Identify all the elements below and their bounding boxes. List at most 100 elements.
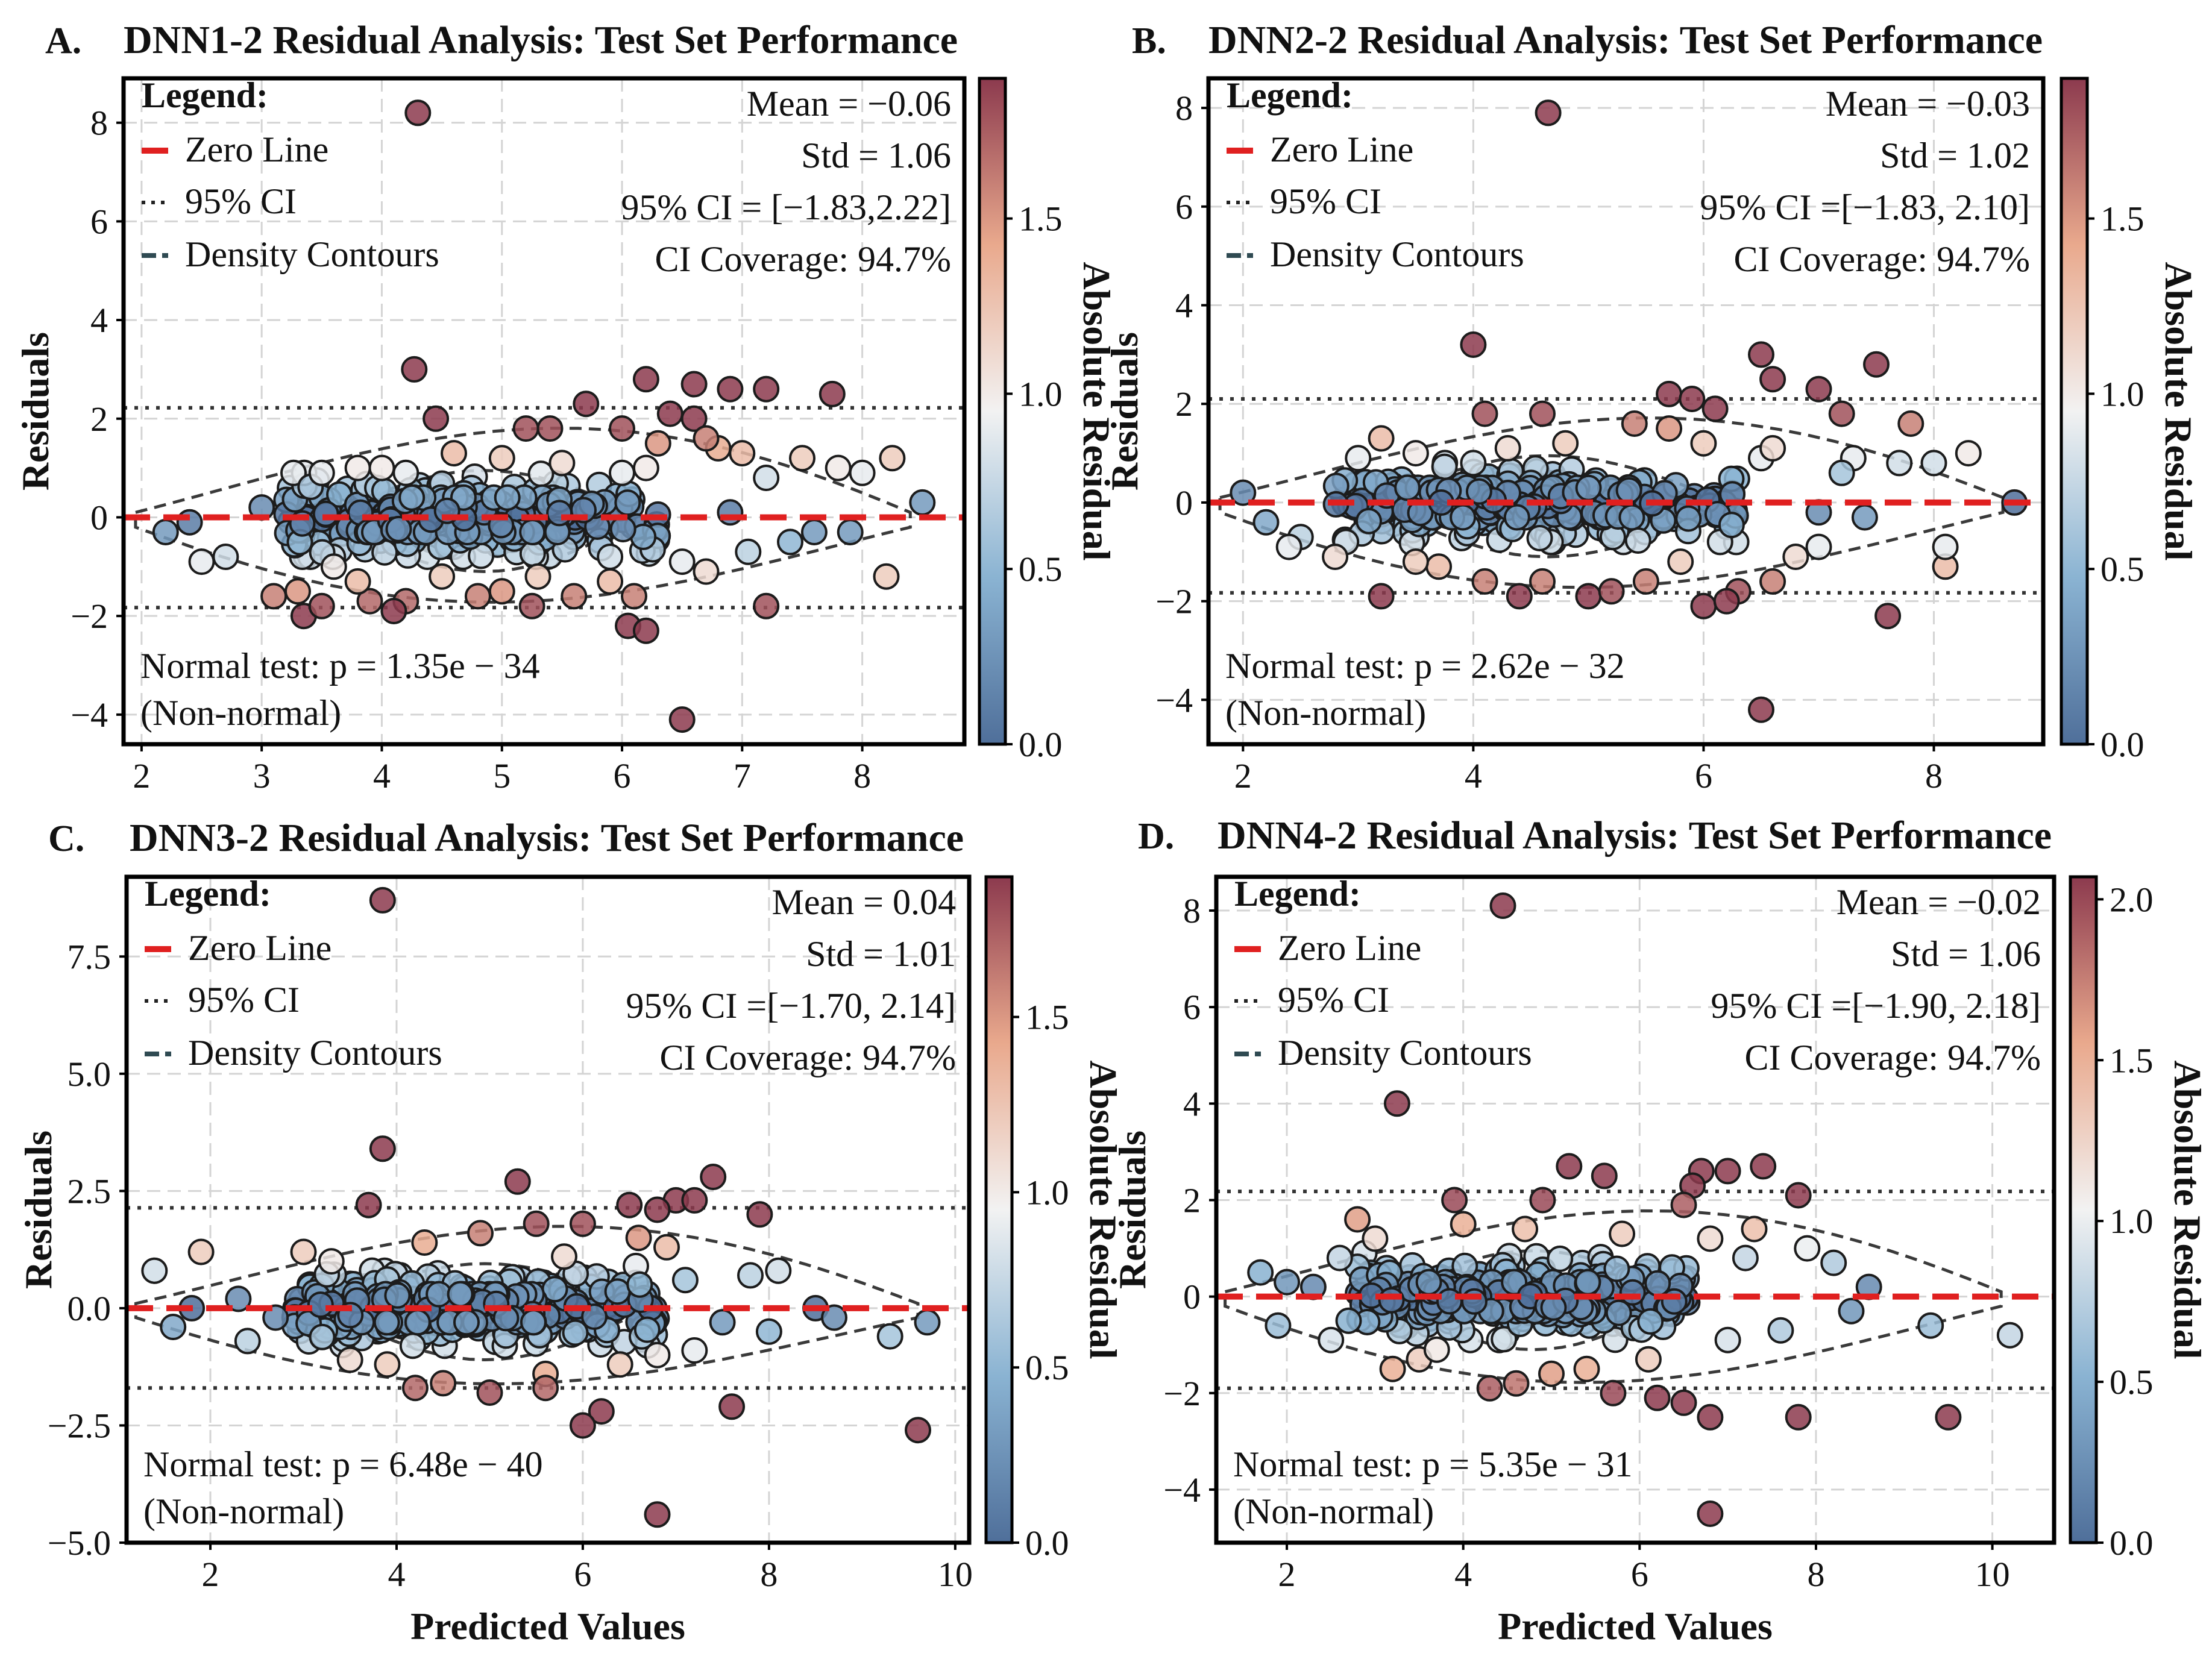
data-point: [488, 445, 515, 472]
data-point: [1230, 479, 1257, 506]
data-point: [546, 500, 573, 527]
y-tick-label: 0: [90, 498, 108, 537]
data-point: [225, 1285, 252, 1312]
data-point: [609, 516, 636, 543]
data-point: [1714, 1158, 1741, 1185]
colorbar: 0.0 0.5 1.0 1.5 Absolute Residual: [978, 77, 1118, 764]
data-point: [879, 445, 906, 472]
colorbar: 0.0 0.5 1.0 1.5 Absolute Residual: [2060, 77, 2200, 764]
data-point: [1415, 1268, 1442, 1296]
normal-test-result: (Non-normal): [1233, 1491, 1434, 1531]
y-tick-label: −4: [1155, 680, 1193, 720]
data-point: [536, 415, 564, 442]
colorbar-label: Absolute Residual: [2166, 1060, 2209, 1359]
data-point: [1697, 1403, 1724, 1431]
data-point: [633, 1316, 661, 1343]
data-point: [344, 568, 371, 595]
data-point: [849, 459, 876, 486]
data-point: [1503, 1370, 1530, 1397]
y-axis-label: Residuals: [17, 1130, 60, 1289]
panel-a: A. DNN1-2 Residual Analysis: Test Set Per…: [14, 18, 1118, 795]
data-point: [1344, 1206, 1371, 1233]
colorbar-tick-label: 2.0: [2110, 880, 2154, 919]
data-point: [344, 454, 371, 481]
y-tick-label: 4: [90, 301, 108, 340]
data-point: [753, 465, 780, 491]
data-point: [1476, 1375, 1503, 1402]
data-point: [632, 454, 659, 481]
data-point: [625, 1224, 652, 1252]
data-point: [1471, 400, 1498, 427]
data-point: [141, 1257, 168, 1284]
data-point: [1955, 440, 1982, 467]
data-point: [1828, 400, 1855, 427]
y-tick-label: 8: [1175, 89, 1193, 128]
data-point: [597, 568, 624, 595]
data-point: [632, 617, 659, 644]
data-point: [1767, 1317, 1794, 1344]
data-point: [680, 405, 708, 432]
normal-test-text: Normal test: p = 2.62e − 32: [1225, 646, 1625, 686]
plot-area: [127, 877, 969, 1543]
plot-area: [1216, 877, 2054, 1543]
legend-title: Legend:: [1227, 75, 1353, 115]
data-point: [1732, 1244, 1759, 1271]
data-point: [404, 1309, 431, 1336]
panel-letter: B.: [1132, 20, 1166, 61]
data-point: [1538, 1360, 1565, 1387]
data-point: [1601, 1326, 1629, 1353]
y-axis-label: Residuals: [1103, 332, 1146, 491]
data-point: [176, 509, 203, 536]
data-point: [512, 415, 539, 442]
data-point: [1494, 434, 1521, 462]
data-point: [336, 1346, 363, 1373]
data-point: [308, 592, 335, 619]
data-point: [656, 400, 683, 427]
data-point: [1741, 1215, 1768, 1243]
data-point: [385, 515, 412, 542]
data-point: [1697, 1225, 1724, 1252]
legend-title: Legend:: [1234, 874, 1361, 914]
data-point: [1552, 430, 1579, 457]
data-point: [597, 544, 624, 570]
data-point: [1460, 450, 1487, 477]
data-point: [307, 1291, 334, 1319]
plot-frame: [1214, 874, 2056, 1545]
data-point: [1362, 1225, 1389, 1252]
data-point: [1782, 544, 1809, 570]
colorbar-gradient: [2069, 875, 2098, 1544]
data-point: [488, 578, 515, 605]
stat-line: Std = 1.01: [806, 934, 956, 974]
y-tick-label: −4: [71, 695, 108, 735]
data-point: [800, 519, 828, 545]
data-point: [290, 1238, 317, 1265]
normal-test-text: Normal test: p = 6.48e − 40: [143, 1444, 543, 1484]
data-point: [1547, 1245, 1574, 1272]
data-point: [453, 1309, 480, 1336]
data-point: [909, 489, 936, 516]
data-point: [1503, 504, 1530, 531]
data-point: [441, 440, 467, 467]
data-point: [430, 1370, 457, 1397]
legend-item: 95% CI: [185, 181, 297, 221]
stat-line: Mean = −0.03: [1826, 84, 2030, 124]
data-point: [1383, 1090, 1410, 1117]
data-point: [1656, 415, 1683, 442]
data-point: [1529, 400, 1556, 427]
plot-area: [1208, 78, 2043, 744]
x-tick-label: 6: [1695, 756, 1712, 795]
colorbar-tick-label: 1.5: [2100, 199, 2144, 239]
x-tick-label: 6: [574, 1555, 591, 1594]
data-point: [1635, 1346, 1662, 1373]
data-point: [1644, 1270, 1671, 1297]
data-point: [1345, 445, 1372, 472]
data-point: [1805, 533, 1832, 560]
panel-c: C. DNN3-2 Residual Analysis: Test Set Per…: [17, 816, 1125, 1648]
colorbar-tick-label: 1.0: [1019, 374, 1063, 413]
data-point: [632, 366, 659, 393]
chart-title: DNN4-2 Residual Analysis: Test Set Perfo…: [1218, 814, 2052, 858]
data-point: [905, 1417, 931, 1444]
data-point: [1670, 1389, 1697, 1416]
normal-test-text: Normal test: p = 5.35e − 31: [1233, 1444, 1633, 1484]
data-point: [464, 583, 491, 610]
